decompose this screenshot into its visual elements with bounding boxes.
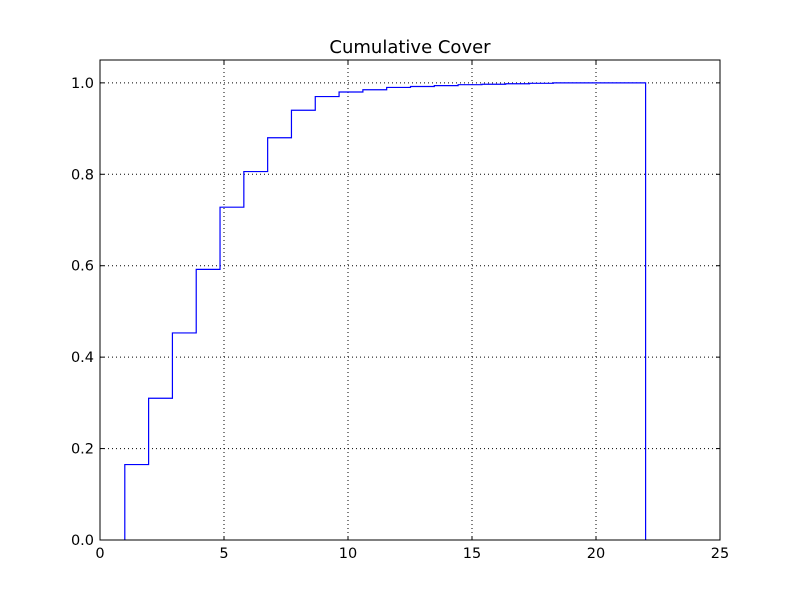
y-tick-label: 0.4 bbox=[71, 350, 94, 366]
x-tick-label: 5 bbox=[219, 546, 228, 562]
axis-ticks bbox=[99, 60, 721, 541]
x-tick-label: 0 bbox=[95, 546, 104, 562]
y-tick-label: 0.8 bbox=[71, 167, 94, 183]
grid-lines bbox=[100, 60, 720, 540]
x-tick-label: 20 bbox=[587, 546, 605, 562]
chart-title: Cumulative Cover bbox=[329, 37, 491, 58]
y-tick-label: 0.2 bbox=[71, 442, 94, 458]
y-tick-label: 0.0 bbox=[71, 533, 94, 549]
plot-frame bbox=[99, 59, 721, 541]
y-tick-label: 1.0 bbox=[71, 76, 94, 92]
tick-labels: 0 5 10 15 20 25 0.0 0.2 0.4 0.6 0.8 1.0 bbox=[71, 76, 729, 562]
series-group bbox=[124, 82, 647, 540]
y-tick-label: 0.6 bbox=[71, 259, 94, 275]
x-tick-label: 10 bbox=[339, 546, 357, 562]
x-tick-label: 25 bbox=[711, 546, 729, 562]
cumulative-step-line bbox=[124, 82, 647, 540]
x-tick-label: 15 bbox=[463, 546, 481, 562]
